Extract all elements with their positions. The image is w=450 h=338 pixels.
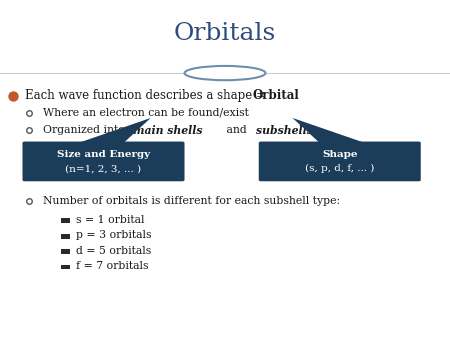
Polygon shape [79,118,151,143]
Bar [61,218,70,223]
Text: subshells: subshells [256,125,313,136]
Text: Orbitals: Orbitals [174,22,276,45]
Text: Shape: Shape [322,150,357,159]
Text: Number of orbitals is different for each subshell type:: Number of orbitals is different for each… [43,196,340,206]
Text: Each wave function describes a shape =: Each wave function describes a shape = [25,89,270,102]
Bar [61,249,70,254]
Text: Orbital: Orbital [253,89,300,102]
FancyBboxPatch shape [259,142,421,181]
Text: Organized into: Organized into [43,125,128,135]
Text: d = 5 orbitals: d = 5 orbitals [76,246,152,256]
Text: Size and Energy: Size and Energy [57,150,150,159]
Circle shape [184,66,266,80]
Text: s = 1 orbital: s = 1 orbital [76,215,145,225]
Text: Where an electron can be found/exist: Where an electron can be found/exist [43,108,248,118]
Text: main shells: main shells [133,125,202,136]
Bar [61,234,70,239]
Text: f = 7 orbitals: f = 7 orbitals [76,261,149,271]
Bar [61,265,70,269]
Text: and: and [223,125,250,135]
Text: (n=1, 2, 3, ... ): (n=1, 2, 3, ... ) [65,164,142,173]
Text: (s, p, d, f, ... ): (s, p, d, f, ... ) [305,164,374,173]
Polygon shape [292,118,364,143]
Text: p = 3 orbitals: p = 3 orbitals [76,230,152,240]
FancyBboxPatch shape [22,142,184,181]
